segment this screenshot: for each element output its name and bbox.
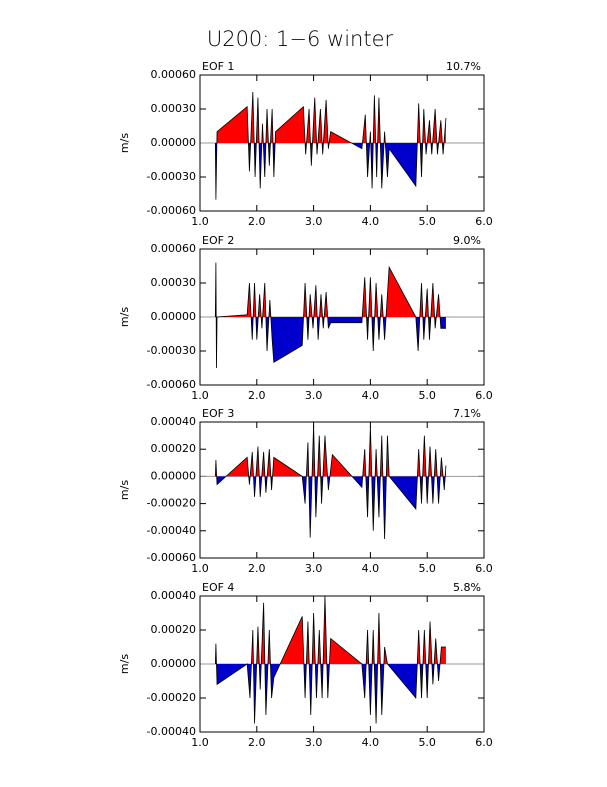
y-tick-label: 0.00060 (151, 242, 197, 255)
chart-title: U200: 1−6 winter (207, 27, 394, 51)
y-axis-label: m/s (118, 480, 131, 500)
x-tick-label: 4.0 (362, 215, 380, 228)
x-tick-label: 5.0 (418, 389, 436, 402)
x-tick-label: 6.0 (475, 562, 493, 575)
x-tick-label: 3.0 (305, 215, 323, 228)
plot-frame (199, 421, 485, 559)
y-tick-label: 0.00060 (151, 68, 197, 81)
data-line (214, 424, 447, 539)
x-tick-label: 1.0 (191, 736, 209, 749)
y-tick-label: -0.00030 (147, 170, 196, 183)
x-tick-label: 5.0 (418, 215, 436, 228)
x-tick-label: 4.0 (362, 562, 380, 575)
y-tick-label: 0.00040 (151, 589, 197, 602)
y-tick-label: 0.00000 (151, 657, 197, 670)
y-tick-label: 0.00030 (151, 276, 197, 289)
y-tick-label: -0.00040 (147, 725, 196, 738)
panel-title: EOF 3 (202, 407, 234, 420)
y-tick-label: -0.00020 (147, 691, 196, 704)
y-axis-label: m/s (118, 654, 131, 674)
plot-frame (199, 595, 485, 733)
negative-area (215, 143, 446, 200)
y-tick-label: 0.00000 (151, 469, 197, 482)
x-tick-label: 6.0 (475, 389, 493, 402)
plot-frame (199, 248, 485, 386)
y-tick-label: -0.00030 (147, 344, 196, 357)
x-tick-label: 3.0 (305, 389, 323, 402)
x-tick-label: 2.0 (248, 562, 266, 575)
negative-area (215, 317, 446, 368)
panel-annotation: 10.7% (446, 60, 481, 73)
y-tick-label: 0.00030 (151, 102, 197, 115)
y-axis-label: m/s (118, 307, 131, 327)
y-tick-label: -0.00060 (147, 378, 196, 391)
x-tick-label: 3.0 (305, 562, 323, 575)
y-tick-label: -0.00040 (147, 524, 196, 537)
y-tick-label: 0.00040 (151, 415, 197, 428)
x-tick-label: 2.0 (248, 736, 266, 749)
x-tick-label: 5.0 (418, 562, 436, 575)
positive-area (215, 262, 446, 317)
x-tick-label: 2.0 (248, 215, 266, 228)
y-tick-label: 0.00020 (151, 442, 197, 455)
x-tick-label: 4.0 (362, 736, 380, 749)
panel-annotation: 7.1% (453, 407, 481, 420)
negative-area (215, 664, 446, 724)
x-tick-label: 1.0 (191, 562, 209, 575)
x-tick-label: 1.0 (191, 389, 209, 402)
x-tick-label: 6.0 (475, 736, 493, 749)
plot-frame (199, 74, 485, 212)
x-tick-label: 6.0 (475, 215, 493, 228)
x-tick-label: 4.0 (362, 389, 380, 402)
panel-title: EOF 1 (202, 60, 234, 73)
y-tick-label: 0.00000 (151, 136, 197, 149)
x-tick-label: 5.0 (418, 736, 436, 749)
data-line (214, 91, 447, 200)
panel-annotation: 5.8% (453, 581, 481, 594)
y-axis-label: m/s (118, 133, 131, 153)
panel-title: EOF 2 (202, 234, 234, 247)
x-tick-label: 1.0 (191, 215, 209, 228)
y-tick-label: -0.00060 (147, 551, 196, 564)
y-tick-label: -0.00060 (147, 204, 196, 217)
y-tick-label: 0.00020 (151, 623, 197, 636)
y-tick-label: -0.00020 (147, 497, 196, 510)
panel-annotation: 9.0% (453, 234, 481, 247)
panel-title: EOF 4 (202, 581, 234, 594)
data-line (214, 595, 446, 724)
data-line (214, 262, 446, 369)
x-tick-label: 2.0 (248, 389, 266, 402)
positive-area (215, 596, 446, 664)
y-tick-label: 0.00000 (151, 310, 197, 323)
x-tick-label: 3.0 (305, 736, 323, 749)
